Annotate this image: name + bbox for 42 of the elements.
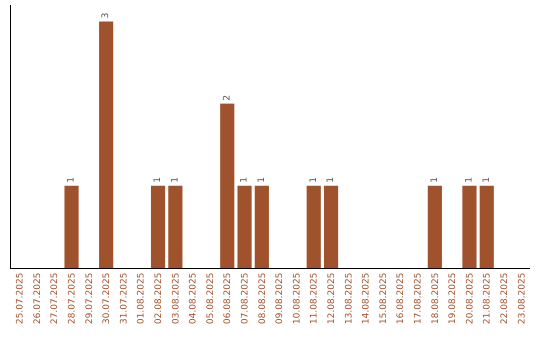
data-label: 3 <box>101 12 112 18</box>
x-tick-label: 01.08.2025 <box>136 272 147 324</box>
x-tick-label: 09.08.2025 <box>275 272 286 324</box>
x-tick-label: 16.08.2025 <box>396 272 406 324</box>
x-tick-label: 26.07.2025 <box>32 272 43 324</box>
data-label: 1 <box>256 177 267 183</box>
x-tick-label: 05.08.2025 <box>206 272 216 324</box>
x-tick-label: 03.08.2025 <box>171 272 182 324</box>
data-label: 1 <box>153 177 164 183</box>
x-tick-label: 08.08.2025 <box>258 272 268 324</box>
data-label: 1 <box>430 177 440 183</box>
x-tick-label: 23.08.2025 <box>517 272 528 324</box>
x-tick-label: 12.08.2025 <box>326 272 337 324</box>
data-label: 1 <box>308 177 319 183</box>
x-tick-label: 17.08.2025 <box>413 272 424 324</box>
data-label: 1 <box>482 177 492 183</box>
x-tick-label: 04.08.2025 <box>188 272 199 324</box>
data-label: 1 <box>66 177 77 183</box>
x-tick-label: 19.08.2025 <box>448 272 458 324</box>
x-tick-label: 31.07.2025 <box>119 272 130 324</box>
x-tick-label: 13.08.2025 <box>344 272 354 324</box>
x-tick-label: 14.08.2025 <box>362 272 372 324</box>
x-tick-label: 28.07.2025 <box>67 272 78 324</box>
data-label: 1 <box>326 177 336 183</box>
x-tick-label: 02.08.2025 <box>154 272 164 324</box>
data-label: 1 <box>464 177 474 183</box>
x-tick-label: 06.08.2025 <box>223 272 234 324</box>
x-tick-label: 25.07.2025 <box>16 272 26 324</box>
x-tick-label: 21.08.2025 <box>482 272 493 324</box>
x-tick-label: 18.08.2025 <box>430 272 441 324</box>
x-tick-label: 27.07.2025 <box>50 272 60 324</box>
x-tick-label: 07.08.2025 <box>240 272 250 324</box>
x-tick-label: 15.08.2025 <box>378 272 389 324</box>
data-label: 1 <box>240 177 250 183</box>
data-label: 2 <box>222 94 232 101</box>
x-tick-label: 20.08.2025 <box>465 272 476 324</box>
x-tick-label: 29.07.2025 <box>84 272 95 324</box>
x-tick-label: 11.08.2025 <box>310 272 320 324</box>
data-label: 1 <box>170 177 180 183</box>
x-tick-label: 22.08.2025 <box>500 272 510 324</box>
x-tick-label: 30.07.2025 <box>102 272 112 324</box>
x-tick-label: 10.08.2025 <box>292 272 302 324</box>
